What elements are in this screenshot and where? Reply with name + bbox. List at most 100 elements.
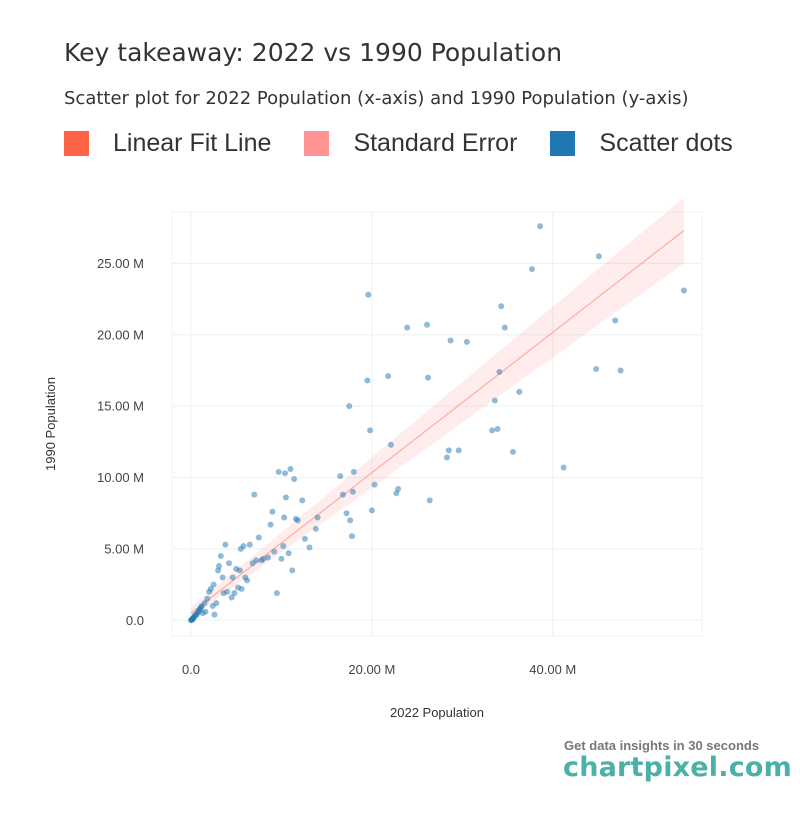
scatter-point[interactable] <box>443 454 450 461</box>
scatter-point[interactable] <box>201 600 208 607</box>
scatter-point[interactable] <box>280 543 287 550</box>
scatter-point[interactable] <box>275 468 282 475</box>
scatter-point[interactable] <box>207 585 214 592</box>
scatter-point[interactable] <box>337 473 344 480</box>
scatter-point[interactable] <box>291 475 298 482</box>
scatter-point[interactable] <box>228 594 235 601</box>
scatter-point[interactable] <box>289 567 296 574</box>
scatter-point[interactable] <box>299 497 306 504</box>
grid-lines <box>172 212 702 636</box>
scatter-point[interactable] <box>231 590 238 597</box>
scatter-point[interactable] <box>339 491 346 498</box>
scatter-point[interactable] <box>528 266 535 273</box>
scatter-point[interactable] <box>244 577 251 584</box>
scatter-point[interactable] <box>246 541 253 548</box>
x-axis-title: 2022 Population <box>390 705 484 720</box>
scatter-point[interactable] <box>222 541 229 548</box>
scatter-point[interactable] <box>368 507 375 514</box>
scatter-point[interactable] <box>240 543 247 550</box>
scatter-point[interactable] <box>347 517 354 524</box>
scatter-point[interactable] <box>260 555 267 562</box>
scatter-point[interactable] <box>350 468 357 475</box>
scatter-point[interactable] <box>213 600 220 607</box>
scatter-point[interactable] <box>463 338 470 345</box>
scatter-point[interactable] <box>216 563 223 570</box>
scatter-point[interactable] <box>404 324 411 331</box>
scatter-point[interactable] <box>491 397 498 404</box>
scatter-point[interactable] <box>365 291 372 298</box>
scatter-point[interactable] <box>287 465 294 472</box>
legend-swatch-standard-error <box>304 130 330 156</box>
scatter-point[interactable] <box>343 510 350 517</box>
scatter-point[interactable] <box>348 533 355 540</box>
scatter-point[interactable] <box>371 481 378 488</box>
scatter-point[interactable] <box>278 555 285 562</box>
scatter-point[interactable] <box>617 367 624 374</box>
scatter-point[interactable] <box>314 514 321 521</box>
scatter-point[interactable] <box>496 368 503 375</box>
scatter-point[interactable] <box>498 303 505 310</box>
scatter-point[interactable] <box>680 287 687 294</box>
scatter-point[interactable] <box>282 494 289 501</box>
scatter-point[interactable] <box>267 521 274 528</box>
scatter-point[interactable] <box>269 508 276 515</box>
scatter-point[interactable] <box>537 223 544 230</box>
scatter-point[interactable] <box>229 574 236 581</box>
scatter-point[interactable] <box>509 448 516 455</box>
scatter-point[interactable] <box>593 366 600 373</box>
scatter-point[interactable] <box>424 321 431 328</box>
scatter-point[interactable] <box>210 581 217 588</box>
brand-tagline: Get data insights in 30 seconds <box>564 738 760 753</box>
legend-item-standard-error[interactable]: Standard Error <box>304 129 517 158</box>
scatter-point[interactable] <box>285 550 292 557</box>
legend-item-scatter-dots[interactable]: Scatter dots <box>550 128 733 158</box>
scatter-point[interactable] <box>385 373 392 380</box>
scatter-point[interactable] <box>225 560 232 567</box>
scatter-point[interactable] <box>455 447 462 454</box>
scatter-point[interactable] <box>367 427 374 434</box>
scatter-point[interactable] <box>306 544 313 551</box>
scatter-point[interactable] <box>264 554 271 561</box>
scatter-point[interactable] <box>560 464 567 471</box>
scatter-point[interactable] <box>447 337 454 344</box>
legend-label-fit-line: Linear Fit Line <box>113 128 272 157</box>
scatter-point[interactable] <box>395 485 402 492</box>
scatter-point[interactable] <box>204 595 211 602</box>
scatter-point[interactable] <box>294 517 301 524</box>
legend-label-standard-error: Standard Error <box>353 128 518 157</box>
scatter-point[interactable] <box>387 441 394 448</box>
scatter-point[interactable] <box>346 403 353 410</box>
scatter-point[interactable] <box>424 374 431 381</box>
scatter-point[interactable] <box>445 447 452 454</box>
scatter-point[interactable] <box>426 497 433 504</box>
scatter-point[interactable] <box>312 525 319 532</box>
scatter-point[interactable] <box>489 427 496 434</box>
legend-item-fit-line[interactable]: Linear Fit Line <box>64 129 271 158</box>
scatter-point[interactable] <box>494 425 501 432</box>
legend-label-scatter-dots: Scatter dots <box>599 128 733 157</box>
scatter-point[interactable] <box>255 534 262 541</box>
scatter-point[interactable] <box>349 488 356 495</box>
scatter-point[interactable] <box>236 567 243 574</box>
scatter-point[interactable] <box>301 535 308 542</box>
scatter-point[interactable] <box>516 388 523 395</box>
scatter-point[interactable] <box>238 585 245 592</box>
scatter-point[interactable] <box>612 317 619 324</box>
scatter-point[interactable] <box>282 470 289 477</box>
scatter-point[interactable] <box>501 324 508 331</box>
scatter-point[interactable] <box>219 574 226 581</box>
scatter-point[interactable] <box>595 253 602 260</box>
plot-area <box>171 211 703 637</box>
scatter-point[interactable] <box>271 548 278 555</box>
scatter-point[interactable] <box>224 588 231 595</box>
scatter-point[interactable] <box>253 557 260 564</box>
scatter-point[interactable] <box>251 491 258 498</box>
scatter-point[interactable] <box>202 608 209 615</box>
scatter-point[interactable] <box>273 590 280 597</box>
scatter-point[interactable] <box>281 514 288 521</box>
y-tick-label: 20.00 M <box>97 327 144 342</box>
scatter-point[interactable] <box>211 611 218 618</box>
scatter-point[interactable] <box>217 553 224 560</box>
brand-logo[interactable]: chartpixel.com <box>563 752 792 783</box>
scatter-point[interactable] <box>364 377 371 384</box>
